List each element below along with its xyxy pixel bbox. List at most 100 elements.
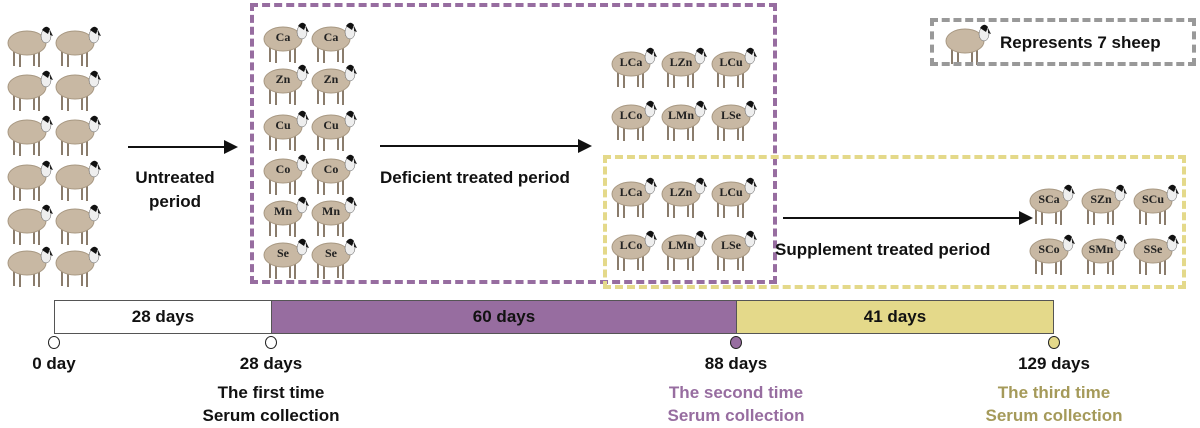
sheep-group-label: Co (275, 162, 291, 176)
supplement-arrow (783, 211, 1033, 225)
sheep-group-label: LZn (669, 55, 693, 69)
segment-label: 60 days (472, 307, 536, 326)
sheep-group-label: Se (277, 246, 289, 260)
sheep-group-smn: SMn (1080, 232, 1128, 276)
sheep-group-label: LCu (719, 55, 743, 69)
sheep-icon (54, 158, 102, 202)
sheep-group-lca: LCa (610, 175, 658, 219)
sheep-group-label: SZn (1090, 192, 1112, 206)
collection-label-1-line2: Serum collection (202, 406, 340, 425)
deficient-label: Deficient treated period (380, 168, 570, 187)
supplement-segment: 41 days (737, 301, 1053, 333)
sheep-group-lco: LCo (610, 228, 658, 272)
sheep-group-label: SCo (1038, 242, 1060, 256)
sheep-icon (54, 202, 102, 246)
legend-label: Represents 7 sheep (1000, 33, 1161, 52)
segment-label: 41 days (863, 307, 927, 326)
collection-label-3-line1: The third time (997, 383, 1111, 402)
sheep-group-lcu: LCu (710, 45, 758, 89)
segment-label: 28 days (131, 307, 195, 326)
sheep-group-label: Ca (275, 30, 291, 44)
sheep-group-label: Se (325, 246, 337, 260)
sheep-group-cu: Cu (310, 108, 358, 152)
sheep-icon (6, 202, 54, 246)
collection-label-3-line2: Serum collection (985, 406, 1123, 425)
sheep-group-mn: Mn (262, 194, 310, 238)
sheep-group-mn: Mn (310, 194, 358, 238)
sheep-group-label: Zn (323, 72, 339, 86)
sheep-group-co: Co (262, 152, 310, 196)
deficient-arrow (380, 139, 592, 153)
sheep-group-lco: LCo (610, 98, 658, 142)
sheep-group-cu: Cu (262, 108, 310, 152)
untreated-arrow (128, 140, 238, 154)
untreated-label-line2: period (149, 192, 201, 211)
timepoint-label: 0 day (32, 354, 76, 373)
legend-sheep-icon (944, 22, 992, 66)
sheep-group-label: Zn (275, 72, 291, 86)
sheep-group-lmn: LMn (660, 98, 708, 142)
sheep-group-lzn: LZn (660, 45, 708, 89)
untreated-segment: 28 days (55, 301, 272, 333)
sheep-group-label: LCo (619, 238, 643, 252)
sheep-group-scu: SCu (1132, 182, 1180, 226)
timepoint-label: 28 days (239, 354, 303, 373)
sheep-group-label: LSe (720, 108, 741, 122)
sheep-group-label: LSe (720, 238, 741, 252)
sheep-group-lzn: LZn (660, 175, 708, 219)
sheep-group-label: Mn (274, 204, 292, 218)
sheep-group-lse: LSe (710, 98, 758, 142)
sheep-icon (6, 24, 54, 68)
collection-label-1-line1: The first time (217, 383, 325, 402)
sheep-group-lca: LCa (610, 45, 658, 89)
sheep-icon (6, 68, 54, 112)
sheep-group-co: Co (310, 152, 358, 196)
sheep-group-label: LCa (619, 55, 643, 69)
collection-label-2-line1: The second time (668, 383, 804, 402)
sheep-group-se: Se (262, 236, 310, 280)
sheep-icon (54, 24, 102, 68)
timepoint-marker (48, 336, 60, 349)
sheep-group-lmn: LMn (660, 228, 708, 272)
sheep-group-label: SCa (1038, 192, 1060, 206)
collection-label-2-line2: Serum collection (667, 406, 805, 425)
supplement-label: Supplement treated period (775, 240, 991, 259)
sheep-group-label: Cu (275, 118, 291, 132)
sheep-group-label: LCu (719, 185, 743, 199)
sheep-group-zn: Zn (262, 62, 310, 106)
sheep-group-label: LMn (667, 108, 694, 122)
sheep-group-sco: SCo (1028, 232, 1076, 276)
sheep-group-lse: LSe (710, 228, 758, 272)
sheep-group-label: LCa (619, 185, 643, 199)
timeline-bar: 28 days 60 days 41 days (54, 300, 1054, 334)
timepoint-label: 88 days (704, 354, 768, 373)
sheep-group-label: SMn (1088, 242, 1114, 256)
sheep-icon (6, 244, 54, 288)
sheep-icon (54, 244, 102, 288)
sheep-group-ca: Ca (262, 20, 310, 64)
timepoint-marker (1048, 336, 1060, 349)
sheep-group-label: SSe (1143, 242, 1163, 256)
sheep-icon (6, 113, 54, 157)
sheep-group-zn: Zn (310, 62, 358, 106)
sheep-group-lcu: LCu (710, 175, 758, 219)
sheep-group-label: LZn (669, 185, 693, 199)
deficient-period-box (250, 3, 777, 284)
sheep-group-label: Co (323, 162, 339, 176)
sheep-group-sca: SCa (1028, 182, 1076, 226)
deficient-segment: 60 days (272, 301, 737, 333)
sheep-group-szn: SZn (1080, 182, 1128, 226)
untreated-label-line1: Untreated (135, 168, 215, 187)
sheep-group-label: Mn (322, 204, 340, 218)
sheep-group-se: Se (310, 236, 358, 280)
sheep-group-label: LCo (619, 108, 643, 122)
sheep-icon (6, 158, 54, 202)
supplement-period-box (603, 155, 1186, 289)
sheep-group-sse: SSe (1132, 232, 1180, 276)
timepoint-marker (730, 336, 742, 349)
sheep-icon (54, 113, 102, 157)
timepoint-label: 129 days (1018, 354, 1090, 373)
sheep-group-label: SCu (1141, 192, 1164, 206)
sheep-icon (54, 68, 102, 112)
